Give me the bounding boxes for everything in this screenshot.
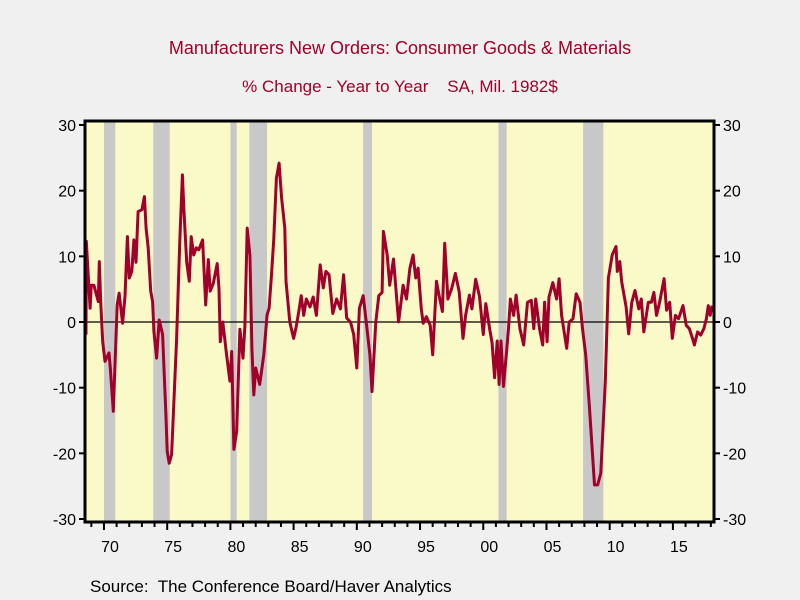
y-tick-label-left: 10 (58, 249, 76, 266)
x-tick-label: 90 (354, 539, 372, 556)
x-tick-label: 70 (101, 539, 119, 556)
y-tick-label-left: -20 (53, 446, 76, 463)
y-tick-label-right: 30 (723, 118, 741, 135)
x-tick-label: 00 (480, 539, 498, 556)
y-tick-label-left: -10 (53, 381, 76, 398)
source-note: Source: The Conference Board/Haver Analy… (90, 577, 452, 596)
chart-subtitle: % Change - Year to Year SA, Mil. 1982$ (242, 77, 558, 96)
x-tick-label: 85 (291, 539, 309, 556)
chart-title: Manufacturers New Orders: Consumer Goods… (168, 38, 632, 58)
x-tick-label: 75 (164, 539, 182, 556)
x-tick-label: 80 (227, 539, 245, 556)
y-tick-label-left: 0 (67, 315, 76, 332)
x-tick-label: 95 (417, 539, 435, 556)
y-tick-label-left: -30 (53, 512, 76, 529)
y-tick-label-left: 30 (58, 118, 76, 135)
y-tick-label-right: -20 (723, 446, 746, 463)
y-tick-label-left: 20 (58, 184, 76, 201)
y-tick-label-right: 20 (723, 184, 741, 201)
y-tick-label-right: 0 (723, 315, 732, 332)
y-tick-label-right: -10 (723, 381, 746, 398)
x-tick-label: 10 (607, 539, 625, 556)
x-tick-label: 15 (670, 539, 688, 556)
y-tick-label-right: 10 (723, 249, 741, 266)
y-tick-label-right: -30 (723, 512, 746, 529)
series-line (84, 161, 714, 487)
x-tick-label: 05 (544, 539, 562, 556)
